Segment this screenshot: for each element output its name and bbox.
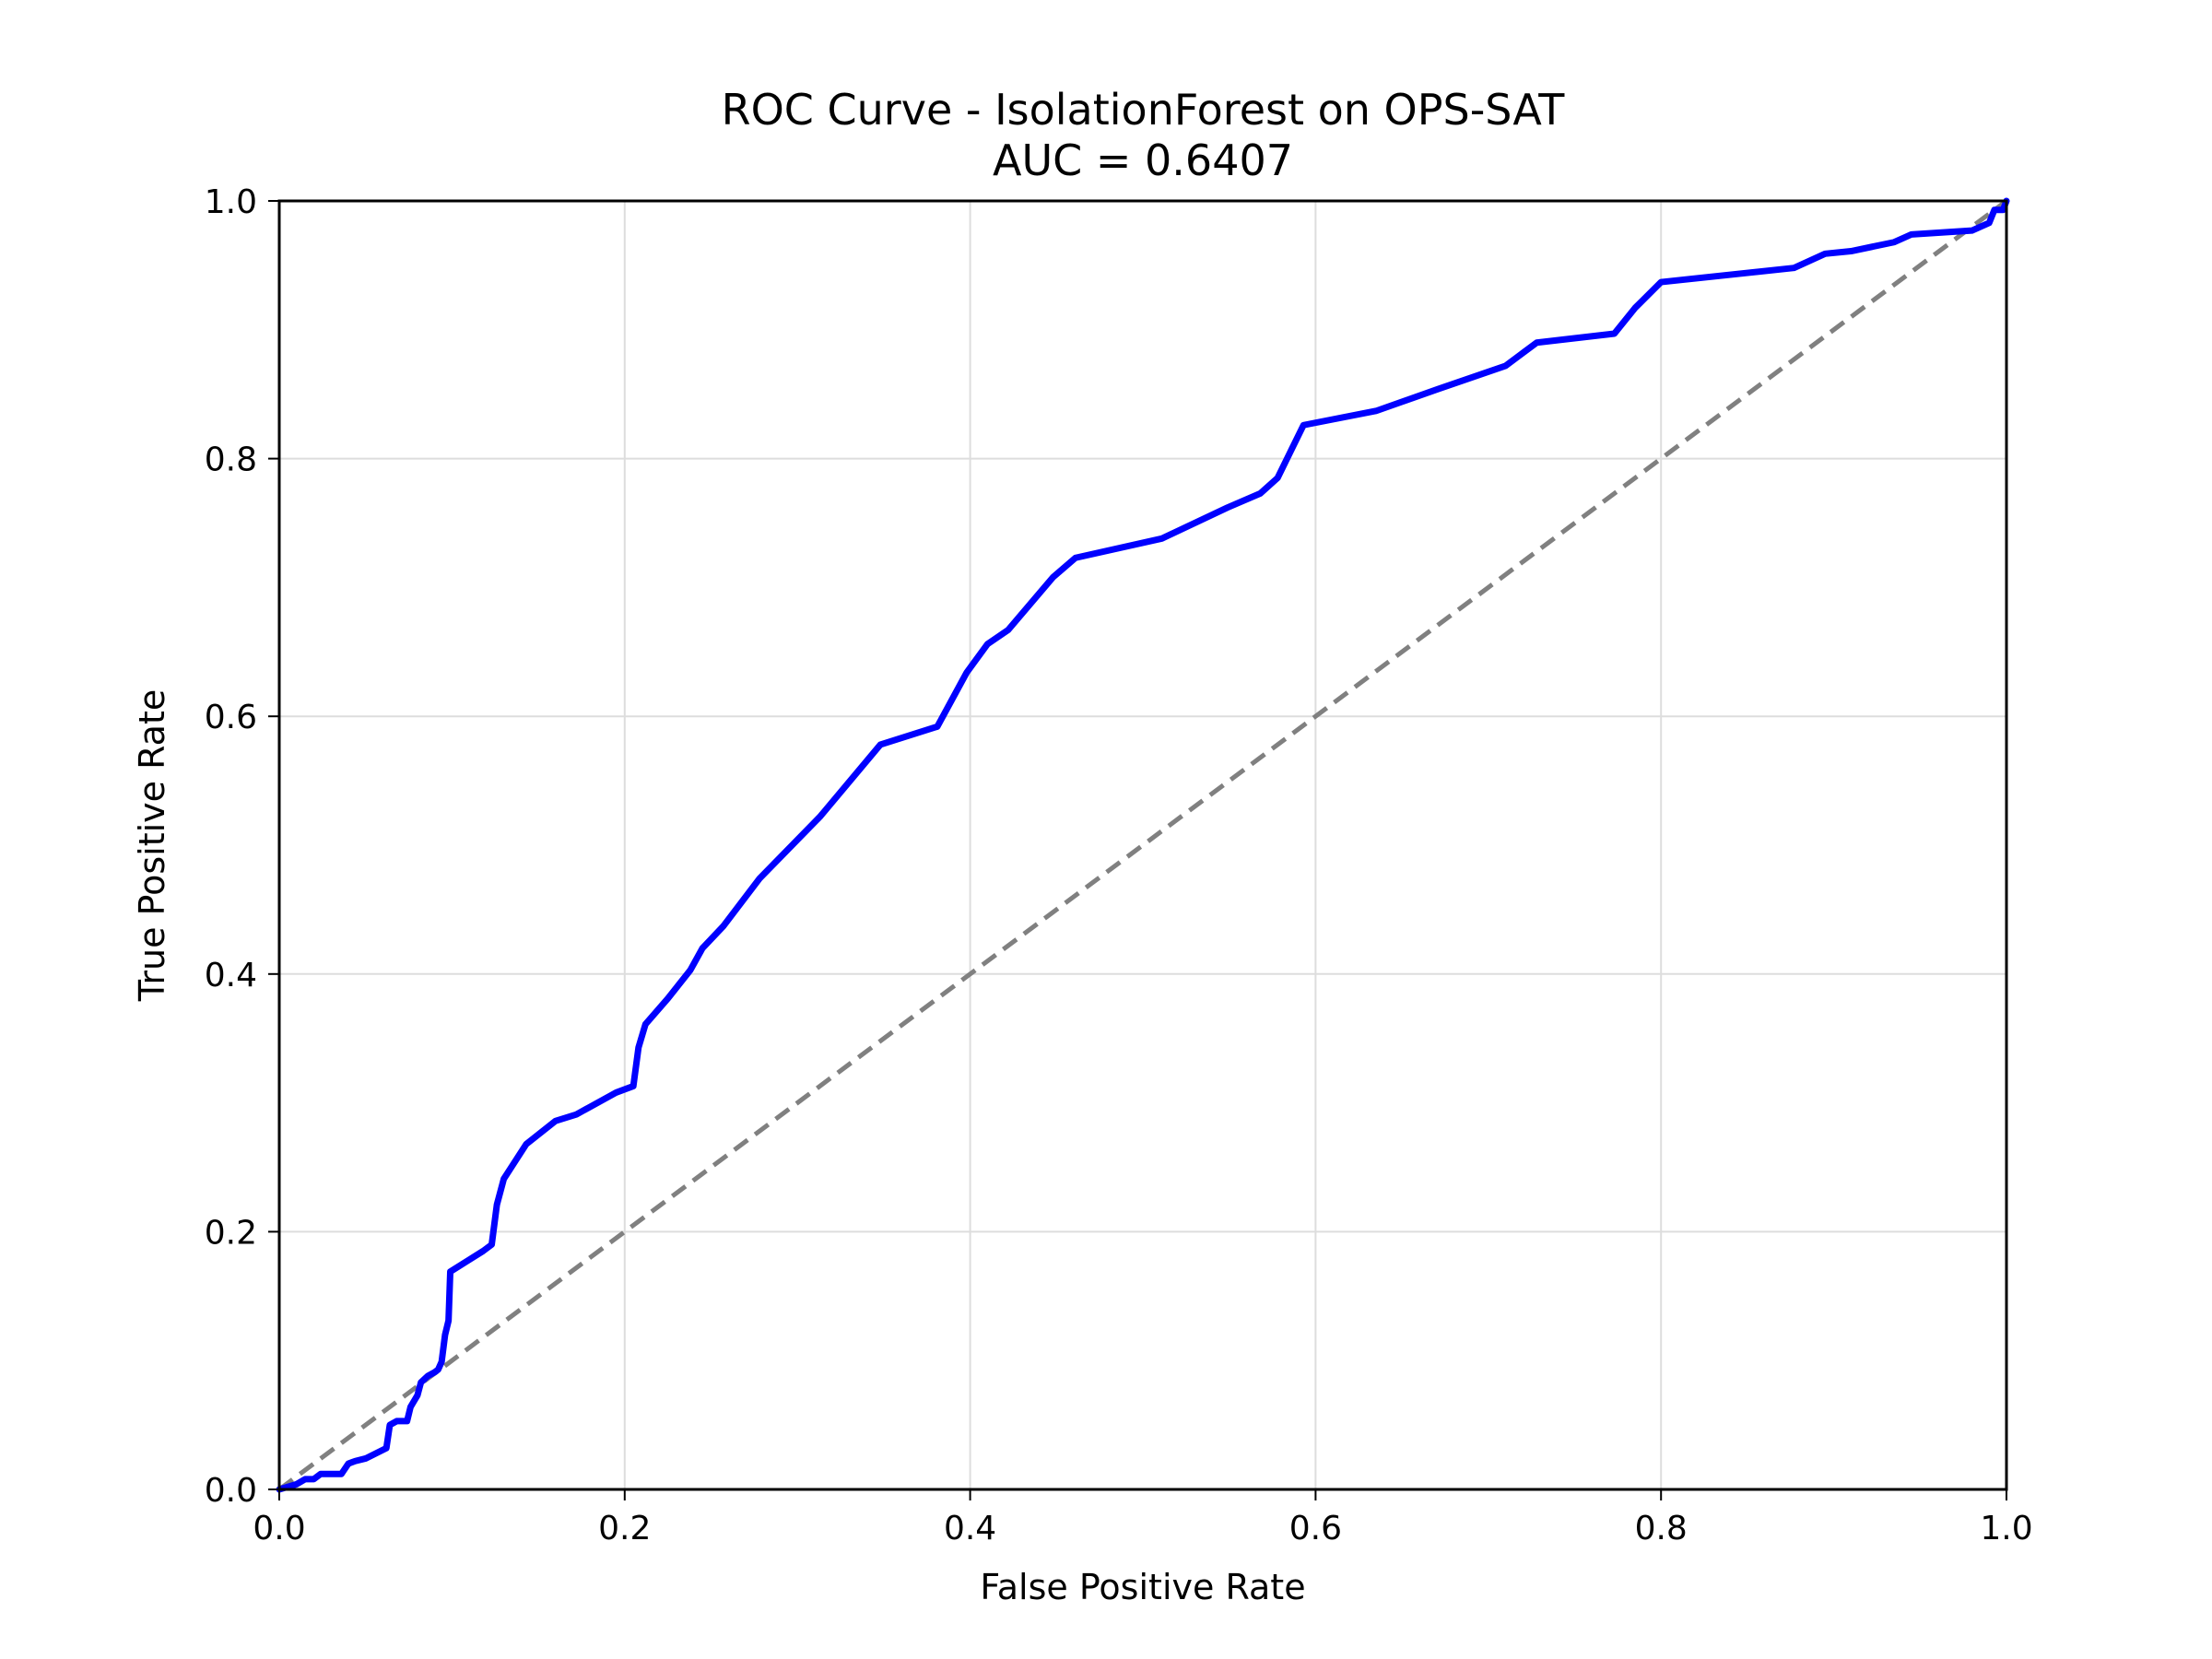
chance-diagonal-line <box>277 198 2008 1492</box>
x-tick-label: 0.4 <box>944 1510 996 1547</box>
y-tick-label: 0.8 <box>205 441 257 479</box>
y-tick-label: 0.6 <box>205 699 257 736</box>
y-tick-label: 0.2 <box>205 1214 257 1252</box>
y-tick-label: 1.0 <box>205 183 257 221</box>
x-tick-label: 0.2 <box>598 1510 651 1547</box>
chart-title: ROC Curve - IsolationForest on OPS-SAT <box>722 85 1566 135</box>
x-tick-label: 0.8 <box>1635 1510 1688 1547</box>
chart-subtitle: AUC = 0.6407 <box>993 135 1293 185</box>
y-tick-label: 0.0 <box>205 1472 257 1510</box>
x-axis-label: False Positive Rate <box>980 1567 1305 1607</box>
series-layer <box>276 197 2010 1493</box>
ticks: 0.0 0.2 0.4 0.6 0.8 1.0 0.0 0.2 0.4 0.6 0.8 1.0 <box>205 183 2033 1547</box>
y-axis-label: True Positive Rate <box>132 689 172 1003</box>
plot-frame <box>277 199 2008 1491</box>
y-tick-label: 0.4 <box>205 957 257 994</box>
x-tick-label: 1.0 <box>1980 1510 2032 1547</box>
x-tick-label: 0.6 <box>1289 1510 1342 1547</box>
x-tick-label: 0.0 <box>253 1510 305 1547</box>
roc-curve-line <box>276 197 2010 1493</box>
